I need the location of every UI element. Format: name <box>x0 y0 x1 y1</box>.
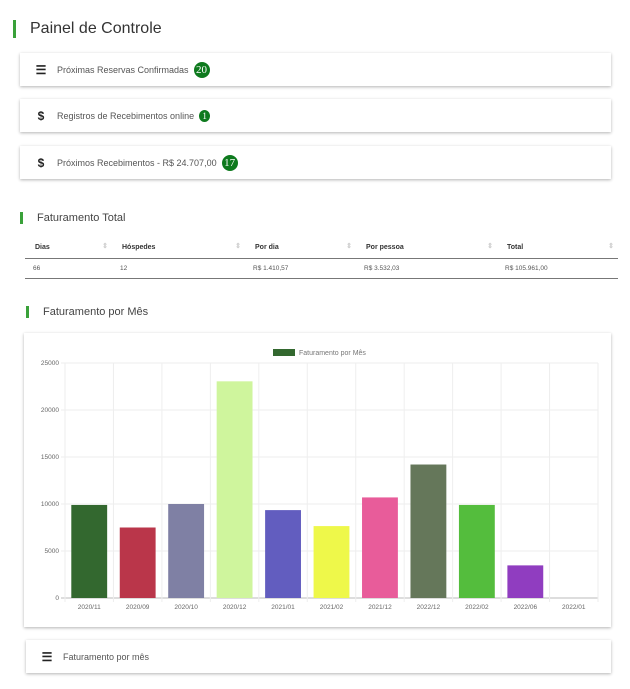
y-tick-label: 15000 <box>41 454 59 461</box>
section-title-monthly: Faturamento por Mês <box>26 306 148 318</box>
list-icon: ☰ <box>35 62 47 77</box>
column-header-total[interactable]: Total ⇕ <box>497 237 618 259</box>
table-row: 66 12 R$ 1.410,57 R$ 3.532,03 R$ 105.961… <box>25 258 618 279</box>
monthly-chart-card: 0 5000 10000 15000 20000 25000 2020/11 2020/09 2… <box>24 333 611 627</box>
count-badge: 17 <box>221 154 238 171</box>
count-badge: 20 <box>193 61 210 78</box>
x-tick-label: 2022/01 <box>562 604 586 611</box>
bar-2022-06[interactable] <box>507 565 544 598</box>
legend-label[interactable]: Faturamento por Mês <box>299 350 366 357</box>
card-label: Próximos Recebimentos - R$ 24.707,00 <box>57 157 217 168</box>
sort-icon: ⇕ <box>235 243 241 250</box>
y-tick-label: 0 <box>55 595 59 602</box>
card-upcoming-reservations[interactable]: ☰ Próximas Reservas Confirmadas 20 <box>20 53 611 86</box>
x-tick-label: 2020/09 <box>126 604 150 611</box>
sort-icon: ⇕ <box>346 243 352 250</box>
sort-icon: ⇕ <box>487 243 493 250</box>
x-tick-label: 2022/12 <box>417 604 441 611</box>
x-tick-label: 2021/12 <box>368 604 392 611</box>
cell-dias: 66 <box>25 258 112 279</box>
card-online-receipts[interactable]: $ Registros de Recebimentos online 1 <box>20 99 611 132</box>
bar-2020-12[interactable] <box>216 381 253 598</box>
monthly-bar-chart: 0 5000 10000 15000 20000 25000 2020/11 2020/09 2… <box>41 349 599 611</box>
bar-2020-11[interactable] <box>71 504 108 598</box>
bar-2020-10[interactable] <box>168 504 205 598</box>
dollar-icon: $ <box>37 108 45 123</box>
bar-2021-02[interactable] <box>313 526 350 598</box>
y-tick-label: 20000 <box>41 407 59 414</box>
y-tick-label: 5000 <box>45 548 60 555</box>
sort-icon: ⇕ <box>608 243 614 250</box>
bar-2022-02[interactable] <box>458 504 495 598</box>
card-label: Próximas Reservas Confirmadas <box>57 64 189 75</box>
legend-swatch[interactable] <box>273 349 295 356</box>
cell-por-dia: R$ 1.410,57 <box>245 258 356 279</box>
x-tick-label: 2022/06 <box>514 604 538 611</box>
card-monthly-revenue[interactable]: ☰ Faturamento por mês <box>26 640 611 673</box>
x-tick-label: 2020/12 <box>223 604 247 611</box>
count-badge: 1 <box>199 109 211 122</box>
section-title-total: Faturamento Total <box>20 212 125 224</box>
bar-2020-09[interactable] <box>119 527 156 599</box>
bar-2022-12[interactable] <box>410 464 447 598</box>
x-tick-label: 2020/10 <box>174 604 198 611</box>
cell-total: R$ 105.961,00 <box>497 258 618 279</box>
bar-2021-12[interactable] <box>362 497 398 598</box>
column-header-hospedes[interactable]: Hóspedes ⇕ <box>112 237 245 259</box>
bar-2021-01[interactable] <box>265 510 301 598</box>
x-tick-label: 2020/11 <box>78 604 101 611</box>
y-tick-label: 25000 <box>41 360 59 367</box>
column-header-por-pessoa[interactable]: Por pessoa ⇕ <box>356 237 497 259</box>
x-tick-label: 2022/02 <box>465 604 489 611</box>
column-header-dias[interactable]: Dias ⇕ <box>25 237 112 259</box>
dollar-icon: $ <box>37 155 45 170</box>
x-tick-label: 2021/01 <box>271 604 295 611</box>
list-icon: ☰ <box>41 649 53 664</box>
card-label: Faturamento por mês <box>63 651 150 662</box>
cell-hospedes: 12 <box>112 258 245 279</box>
y-tick-label: 10000 <box>41 501 59 508</box>
column-header-por-dia[interactable]: Por dia ⇕ <box>245 237 356 259</box>
page-title: Painel de Controle <box>13 20 162 38</box>
card-upcoming-receipts[interactable]: $ Próximos Recebimentos - R$ 24.707,00 1… <box>20 146 611 179</box>
sort-icon: ⇕ <box>102 243 108 250</box>
totals-table: Dias ⇕ Hóspedes ⇕ Por dia ⇕ Por pessoa ⇕ Tot… <box>25 237 618 279</box>
card-label: Registros de Recebimentos online <box>57 110 195 121</box>
cell-por-pessoa: R$ 3.532,03 <box>356 258 497 279</box>
x-tick-label: 2021/02 <box>320 604 344 611</box>
